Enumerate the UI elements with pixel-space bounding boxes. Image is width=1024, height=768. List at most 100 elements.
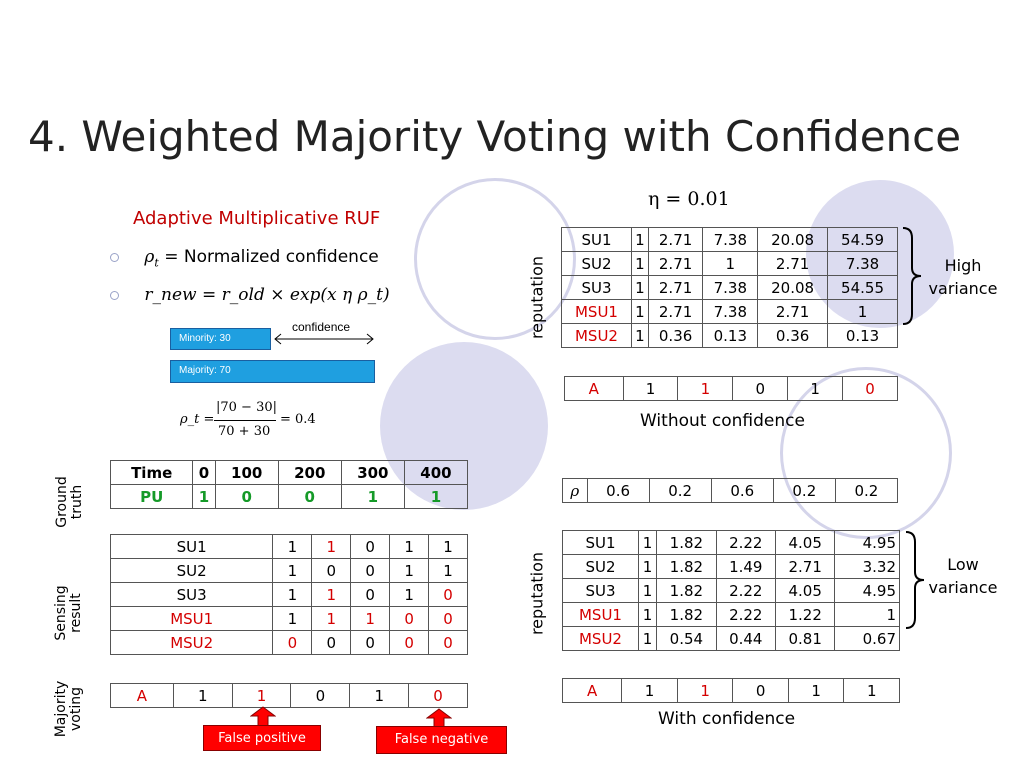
row-label: SU2 bbox=[109, 558, 274, 583]
table-cell: 0.54 bbox=[656, 626, 717, 651]
table-cell: 0 bbox=[428, 606, 468, 631]
table-cell: 20.08 bbox=[757, 275, 829, 300]
table-cell: 0.13 bbox=[827, 323, 898, 348]
brace-icon bbox=[902, 227, 922, 325]
table-cell: 0 bbox=[428, 582, 468, 607]
table-cell: 1 bbox=[350, 606, 391, 631]
row-label: SU2 bbox=[561, 251, 632, 276]
table-cell: 1 bbox=[272, 582, 313, 607]
table-row: MSU2 1 0.36 0.13 0.36 0.13 bbox=[561, 323, 898, 348]
table-cell: 1 bbox=[630, 323, 649, 348]
table-cell: 1 bbox=[677, 376, 734, 401]
minority-bar: Minority: 30 bbox=[170, 328, 271, 350]
table-cell: 0 bbox=[732, 678, 789, 703]
table-cell: 1 bbox=[272, 558, 313, 583]
update-formula: r_new = r_old × exp(x η ρ_t) bbox=[144, 285, 390, 305]
ground-truth-table: Time 0 100 200 300 400 PU 1 0 0 1 1 bbox=[109, 460, 469, 509]
table-cell: 1.82 bbox=[656, 602, 717, 627]
table-row: SU2 1 2.71 1 2.71 7.38 bbox=[561, 251, 898, 276]
vote-table-top: A 1 1 0 1 0 bbox=[564, 376, 898, 401]
table-cell: 7.38 bbox=[702, 275, 759, 300]
table-cell: 20.08 bbox=[757, 227, 829, 252]
table-cell: 1 bbox=[311, 606, 352, 631]
table-row: SU2 1 1.82 1.49 2.71 3.32 bbox=[562, 554, 900, 579]
table-row: SU1 1 1.82 2.22 4.05 4.95 bbox=[562, 530, 900, 555]
table-cell: 7.38 bbox=[702, 299, 759, 324]
with-confidence-caption: With confidence bbox=[658, 709, 796, 729]
table-cell: 1 bbox=[389, 558, 430, 583]
high-variance-label: High variance bbox=[928, 256, 998, 298]
bullet-formula: r_new = r_old × exp(x η ρ_t) bbox=[110, 285, 390, 305]
page-title: 4. Weighted Majority Voting with Confide… bbox=[28, 112, 962, 161]
eta-value: η = 0.01 bbox=[648, 188, 730, 210]
table-cell: 0 bbox=[311, 558, 352, 583]
fraction-line bbox=[214, 420, 276, 421]
table-cell: 1 bbox=[622, 376, 679, 401]
table-cell: 1 bbox=[702, 251, 759, 276]
row-label: SU3 bbox=[109, 582, 274, 607]
table-cell: 2.22 bbox=[715, 602, 776, 627]
row-label: A bbox=[110, 683, 174, 708]
table-cell: 1 bbox=[349, 683, 410, 708]
table-cell: 4.95 bbox=[834, 578, 900, 603]
table-cell: 1 bbox=[787, 678, 845, 703]
table-cell: 1 bbox=[637, 602, 658, 627]
rho-description: = Normalized confidence bbox=[164, 247, 379, 267]
vote-table-bottom: A 1 1 0 1 1 bbox=[561, 678, 900, 703]
table-cell: 2.71 bbox=[647, 251, 704, 276]
table-cell: 54.59 bbox=[827, 227, 898, 252]
table-row: A 1 1 0 1 0 bbox=[110, 683, 468, 708]
subtitle: Adaptive Multiplicative RUF bbox=[133, 208, 381, 229]
table-cell: 2.71 bbox=[647, 275, 704, 300]
row-label: SU1 bbox=[109, 534, 274, 559]
brace-icon bbox=[905, 531, 925, 629]
row-label: A bbox=[564, 376, 624, 401]
row-label: MSU1 bbox=[109, 606, 274, 631]
confidence-arrow bbox=[274, 333, 374, 345]
table-cell: 1 bbox=[637, 554, 658, 579]
false-negative-box: False negative bbox=[376, 726, 507, 754]
rho-table: ρ 0.6 0.2 0.6 0.2 0.2 bbox=[562, 478, 899, 503]
table-cell: 1.82 bbox=[656, 578, 717, 603]
table-cell: 1 bbox=[787, 376, 844, 401]
time-header: Time bbox=[109, 460, 194, 485]
pu-cell: 1 bbox=[192, 484, 216, 509]
table-cell: 54.55 bbox=[827, 275, 898, 300]
table-cell: 2.71 bbox=[757, 299, 829, 324]
table-row: MSU2 1 0.54 0.44 0.81 0.67 bbox=[562, 626, 900, 651]
table-cell: 0.2 bbox=[772, 478, 836, 503]
table-cell: 2.71 bbox=[647, 299, 704, 324]
table-cell: 4.95 bbox=[834, 530, 900, 555]
reputation-label-bottom: reputation bbox=[527, 551, 547, 636]
table-row: MSU1 1 2.71 7.38 2.71 1 bbox=[561, 299, 898, 324]
row-label: SU2 bbox=[562, 554, 639, 579]
table-cell: 1 bbox=[311, 582, 352, 607]
bullet-dot bbox=[110, 290, 119, 300]
pu-cell: 1 bbox=[403, 484, 469, 509]
table-cell: 4.05 bbox=[774, 578, 836, 603]
table-cell: 1 bbox=[637, 578, 658, 603]
table-row: A 1 1 0 1 0 bbox=[564, 376, 898, 401]
time-row: Time 0 100 200 300 400 bbox=[109, 460, 469, 485]
table-cell: 0.13 bbox=[702, 323, 759, 348]
table-row: SU1 1 1 0 1 1 bbox=[109, 534, 468, 559]
bullet-rho: ρt = Normalized confidence bbox=[110, 247, 379, 269]
row-label: MSU2 bbox=[562, 626, 639, 651]
table-cell: 1 bbox=[630, 275, 649, 300]
table-cell: 0 bbox=[290, 683, 351, 708]
table-cell: 2.71 bbox=[774, 554, 836, 579]
table-cell: 0.6 bbox=[586, 478, 650, 503]
row-label: SU3 bbox=[561, 275, 632, 300]
time-cell: 100 bbox=[214, 460, 279, 485]
table-cell: 1 bbox=[630, 299, 649, 324]
sensing-result-label: Sensing result bbox=[53, 585, 84, 641]
table-cell: 0 bbox=[350, 582, 391, 607]
low-variance-label: Low variance bbox=[928, 555, 998, 597]
row-label: ρ bbox=[562, 478, 588, 503]
confidence-label: confidence bbox=[292, 320, 351, 334]
table-cell: 1 bbox=[428, 534, 468, 559]
table-row: SU2 1 0 0 1 1 bbox=[109, 558, 468, 583]
false-positive-box: False positive bbox=[203, 725, 321, 751]
table-cell: 0.44 bbox=[715, 626, 776, 651]
table-cell: 0.36 bbox=[647, 323, 704, 348]
